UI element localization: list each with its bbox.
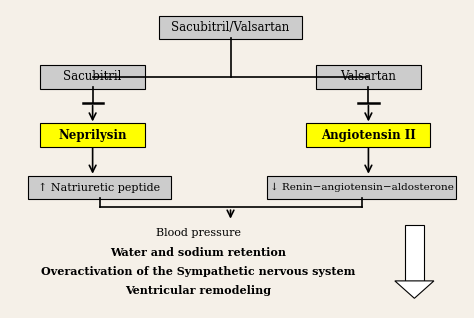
Text: Valsartan: Valsartan [340, 70, 396, 83]
Text: Ventricular remodeling: Ventricular remodeling [125, 285, 272, 296]
Text: Blood pressure: Blood pressure [156, 228, 241, 238]
FancyBboxPatch shape [40, 123, 146, 147]
FancyBboxPatch shape [40, 65, 146, 88]
Text: Overactivation of the Sympathetic nervous system: Overactivation of the Sympathetic nervou… [41, 266, 356, 277]
Polygon shape [395, 281, 434, 298]
Text: Water and sodium retention: Water and sodium retention [110, 247, 286, 258]
Bar [405, 225, 424, 281]
Text: Neprilysin: Neprilysin [58, 129, 127, 142]
Text: Sacubitril/Valsartan: Sacubitril/Valsartan [172, 21, 290, 34]
Text: Angiotensin II: Angiotensin II [321, 129, 416, 142]
FancyBboxPatch shape [159, 16, 302, 39]
Text: Sacubitril: Sacubitril [64, 70, 122, 83]
FancyBboxPatch shape [267, 176, 456, 199]
Text: ↑ Natriuretic peptide: ↑ Natriuretic peptide [38, 183, 161, 193]
Text: ↓ Renin−angiotensin−aldosterone: ↓ Renin−angiotensin−aldosterone [270, 183, 454, 192]
FancyBboxPatch shape [306, 123, 430, 147]
FancyBboxPatch shape [316, 65, 421, 88]
FancyBboxPatch shape [28, 176, 171, 199]
